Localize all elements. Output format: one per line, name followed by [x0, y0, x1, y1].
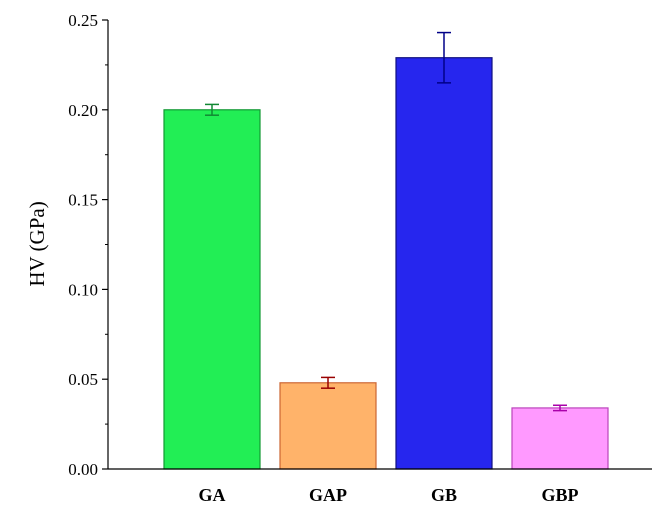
bar-ga	[163, 109, 261, 470]
axes	[107, 20, 652, 470]
error-bar-gb	[437, 31, 451, 84]
y-tick-label: 0.15	[68, 191, 98, 210]
y-axis-ticks: 0.00 0.05 0.10 0.15 0.20 0.25	[68, 11, 108, 479]
bar-gbp	[511, 407, 609, 470]
x-category-label: GB	[431, 485, 457, 505]
bar-gap	[279, 382, 377, 470]
error-bar-gap	[321, 376, 335, 389]
bar-gb	[395, 57, 493, 470]
x-category-label: GAP	[309, 485, 347, 505]
y-tick-label: 0.20	[68, 101, 98, 120]
x-category-label: GA	[199, 485, 226, 505]
y-tick-label: 0.00	[68, 460, 98, 479]
y-axis-label: HV (GPa)	[25, 201, 49, 286]
y-tick-label: 0.05	[68, 370, 98, 389]
x-category-label: GBP	[541, 485, 578, 505]
error-bar-ga	[205, 103, 219, 116]
y-tick-label: 0.10	[68, 280, 98, 299]
error-bars	[205, 31, 567, 412]
error-bar-gbp	[553, 404, 567, 412]
y-tick-label: 0.25	[68, 11, 98, 30]
x-axis-categories: GA GAP GB GBP	[199, 485, 579, 505]
bars	[163, 57, 609, 470]
